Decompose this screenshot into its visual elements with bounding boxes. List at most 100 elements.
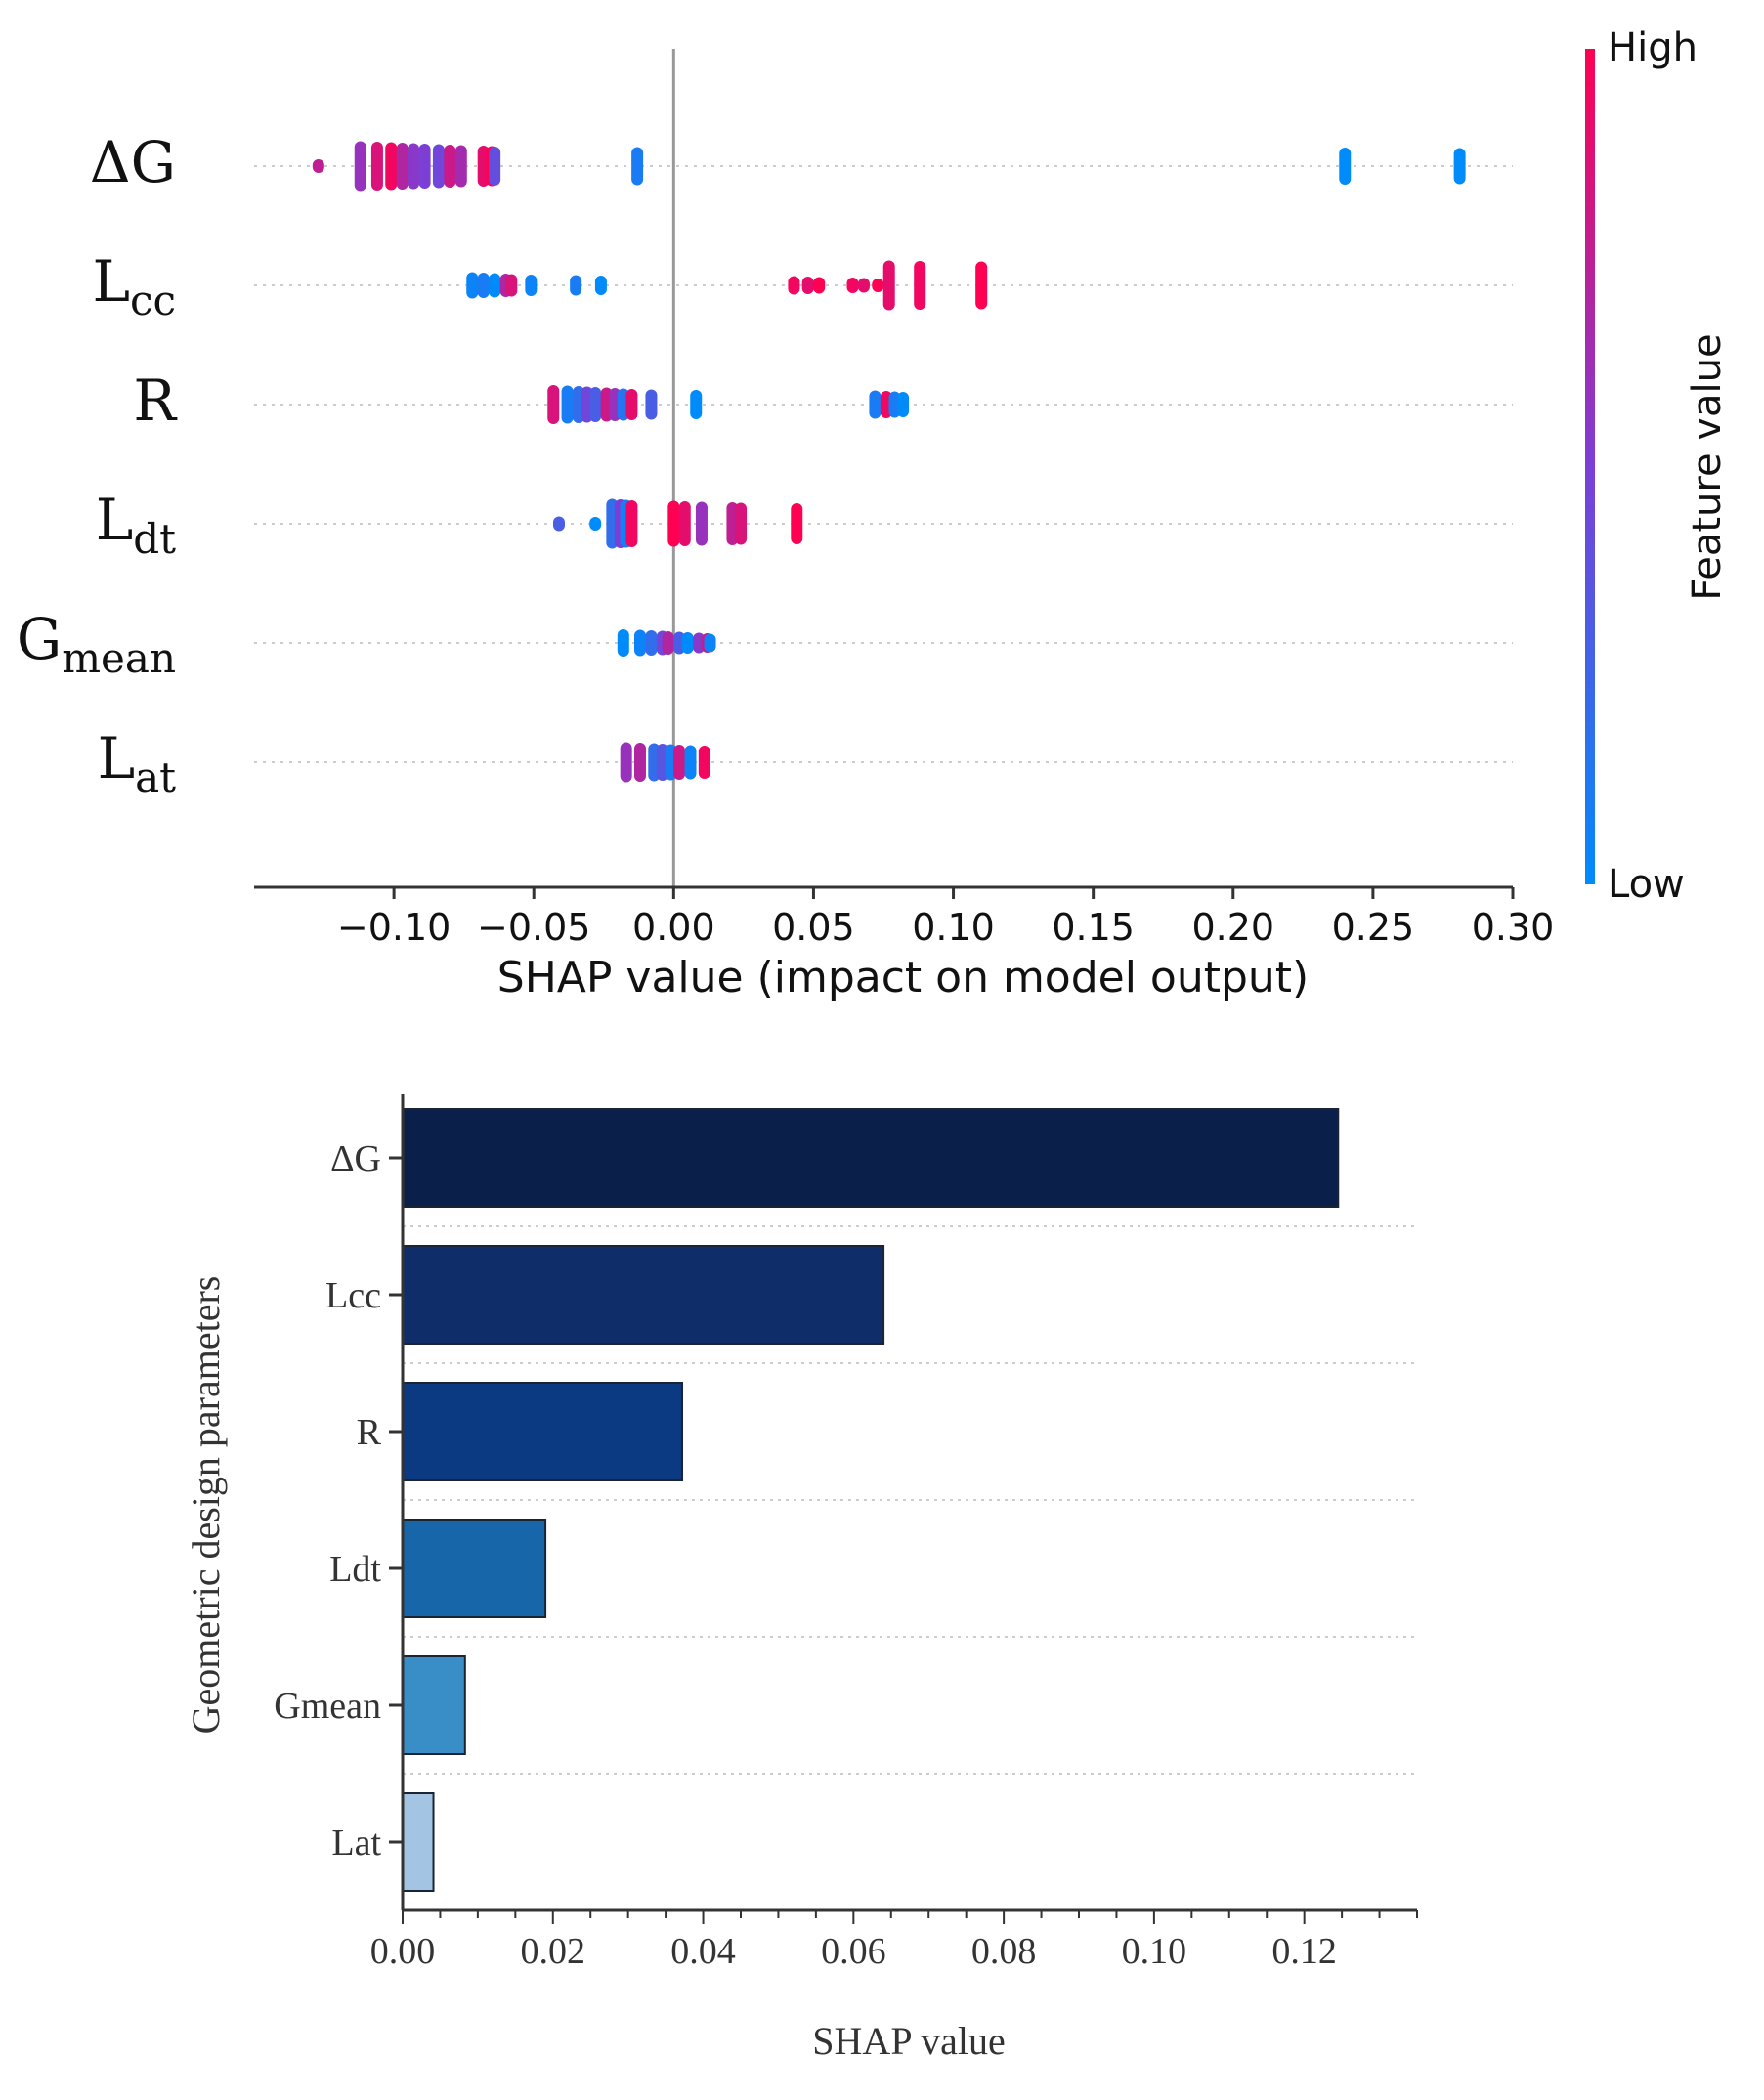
feature-label: ΔG xyxy=(90,129,176,195)
colorbar: High Low Feature value xyxy=(1585,25,1730,907)
bar-x-tick-label: 0.04 xyxy=(670,1931,736,1972)
shap-point xyxy=(1453,148,1466,185)
shap-point xyxy=(570,275,582,296)
feature-label: Gmean xyxy=(17,606,176,682)
bar xyxy=(402,1382,684,1481)
colorbar-title: Feature value xyxy=(1685,333,1730,600)
feature-row-gridlines xyxy=(254,165,1513,763)
feature-label-main: L xyxy=(96,487,134,553)
shap-point xyxy=(561,385,574,424)
shap-point xyxy=(645,630,658,656)
shap-point xyxy=(489,147,501,186)
shap-point xyxy=(684,745,697,780)
shap-point xyxy=(354,141,366,192)
shap-point xyxy=(678,501,691,546)
shap-point xyxy=(857,278,870,293)
x-tick-label: 0.30 xyxy=(1472,906,1555,949)
bar-category-label: Ldt xyxy=(329,1549,381,1590)
shap-point xyxy=(625,389,638,420)
feature-label-subscript: mean xyxy=(62,634,176,682)
bar-y-axis-title: Geometric design parameters xyxy=(184,1276,228,1735)
bar-category-label: R xyxy=(357,1412,382,1453)
bar-x-tick-label: 0.12 xyxy=(1271,1931,1337,1972)
bar-category-label: Gmean xyxy=(274,1686,381,1727)
shap-point xyxy=(466,272,479,299)
bar-gridlines xyxy=(403,1225,1417,1775)
bars xyxy=(402,1108,1340,1892)
shap-point xyxy=(444,145,456,188)
shap-point xyxy=(690,390,703,419)
x-tick-label: 0.15 xyxy=(1052,906,1135,949)
shap-point xyxy=(620,742,632,783)
shap-point xyxy=(633,743,646,782)
x-tick-label: 0.20 xyxy=(1191,906,1274,949)
bar-category-label: Lat xyxy=(331,1822,381,1864)
shap-point xyxy=(505,274,518,297)
colorbar-gradient xyxy=(1585,49,1595,884)
shap-point xyxy=(645,389,658,420)
feature-label-subscript: dt xyxy=(133,515,176,563)
shap-point xyxy=(396,143,409,190)
bar-axes xyxy=(401,1094,1417,1912)
shap-point xyxy=(735,502,748,545)
shap-point xyxy=(897,392,910,417)
shap-point xyxy=(432,144,445,189)
shap-point xyxy=(625,500,638,547)
x-axis: −0.10 −0.05 0.00 0.05 0.10 0.15 0.20 0.25 0.30 xyxy=(254,885,1555,949)
feature-label: R xyxy=(133,367,178,434)
shap-point xyxy=(704,633,716,653)
shap-point xyxy=(872,279,884,292)
shap-point xyxy=(673,745,686,780)
shap-point xyxy=(552,516,565,532)
shap-point xyxy=(477,273,490,298)
bar-x-axis-title: SHAP value xyxy=(812,2019,1005,2063)
colorbar-high-label: High xyxy=(1608,25,1698,70)
shap-point xyxy=(385,142,398,191)
bar-x-ticks: 0.00 0.02 0.04 0.06 0.08 0.10 0.12 xyxy=(370,1910,1418,1972)
bar xyxy=(402,1245,885,1345)
shap-point xyxy=(633,629,646,657)
x-tick-label: 0.05 xyxy=(772,906,855,949)
shap-point xyxy=(698,746,710,779)
feature-label-main: R xyxy=(133,367,178,434)
shap-point xyxy=(589,387,602,422)
x-tick-label: 0.00 xyxy=(632,906,715,949)
shap-point xyxy=(975,261,988,310)
shap-point xyxy=(589,517,602,531)
shap-points xyxy=(312,141,1466,783)
feature-label-main: L xyxy=(92,248,130,315)
bar xyxy=(402,1655,466,1755)
bar-x-tick-label: 0.08 xyxy=(971,1931,1037,1972)
shap-point xyxy=(662,631,674,655)
shap-point xyxy=(914,261,926,310)
shap-point xyxy=(882,260,895,311)
bar xyxy=(402,1792,435,1892)
x-tick-label: 0.10 xyxy=(912,906,995,949)
shap-point xyxy=(617,629,629,657)
shap-point xyxy=(1339,148,1352,185)
shap-point xyxy=(813,277,826,294)
shap-point xyxy=(418,144,431,189)
feature-label: Lat xyxy=(98,725,177,801)
bar-category-labels: ΔG Lcc R Ldt Gmean Lat xyxy=(274,1138,403,1864)
feature-label-main: L xyxy=(98,725,136,792)
shap-point xyxy=(408,143,420,190)
bar-category-label: Lcc xyxy=(325,1275,381,1316)
feature-label-subscript: cc xyxy=(130,277,176,324)
bar-category-label: ΔG xyxy=(330,1138,381,1179)
shap-point xyxy=(489,273,501,298)
x-tick-label: −0.10 xyxy=(337,906,451,949)
colorbar-low-label: Low xyxy=(1608,862,1685,907)
feature-label-main: ΔG xyxy=(90,129,176,195)
shap-point xyxy=(370,142,383,191)
shap-point xyxy=(594,276,607,295)
x-tick-label: 0.25 xyxy=(1332,906,1415,949)
shap-point xyxy=(667,500,680,547)
shap-point xyxy=(846,278,859,293)
feature-label: Ldt xyxy=(96,487,176,563)
shap-point xyxy=(312,159,324,173)
bar-x-tick-label: 0.02 xyxy=(521,1931,586,1972)
